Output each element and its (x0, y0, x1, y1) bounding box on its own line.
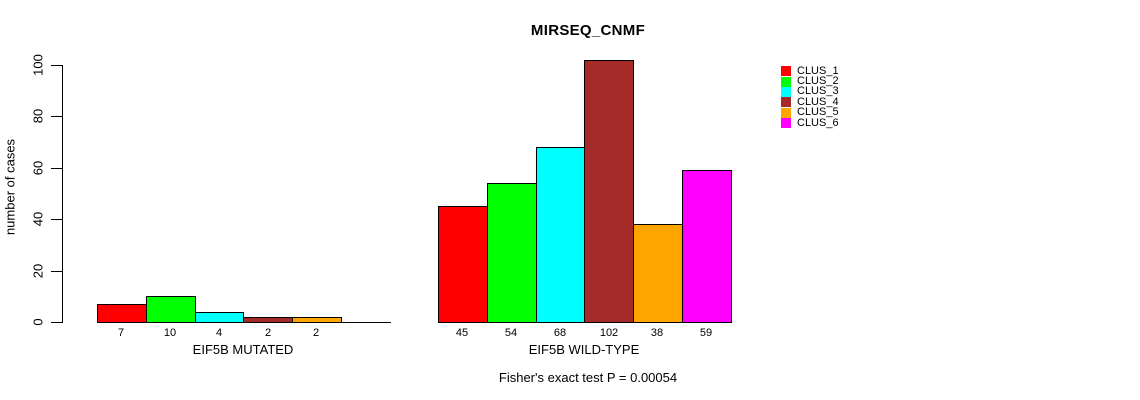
bar-value-label: 7 (117, 327, 125, 339)
legend-item-clus_3: CLUS_3 (781, 85, 839, 98)
bar-value-label: 38 (650, 327, 664, 339)
legend-item-clus_4: CLUS_4 (781, 95, 839, 108)
bar-clus_5 (633, 224, 683, 323)
y-axis-tick-label: 0 (30, 318, 46, 326)
bar-value-label: 4 (215, 327, 223, 339)
legend: CLUS_1 CLUS_2 CLUS_3 CLUS_4 CLUS_5 CLUS_6 (781, 64, 839, 129)
y-axis-tick (51, 168, 62, 169)
bar-value-label: 2 (264, 327, 272, 339)
legend-label: CLUS_2 (797, 75, 839, 88)
group-label: EIF5B MUTATED (192, 342, 294, 357)
bar-clus_1 (97, 304, 147, 323)
y-axis-tick (51, 116, 62, 117)
y-axis-tick-label: 40 (30, 211, 46, 227)
bar-clus_1 (438, 206, 488, 323)
legend-label: CLUS_5 (797, 106, 839, 119)
legend-swatch-clus_2 (781, 76, 791, 87)
legend-swatch-clus_6 (781, 118, 791, 129)
y-axis-tick (51, 65, 62, 66)
legend-label: CLUS_6 (797, 116, 839, 129)
group-label: EIF5B WILD-TYPE (528, 342, 640, 357)
bar-clus_4 (243, 317, 293, 323)
legend-label: CLUS_1 (797, 64, 839, 77)
bar-value-label: 68 (553, 327, 567, 339)
legend-item-clus_1: CLUS_1 (781, 64, 839, 77)
legend-label: CLUS_4 (797, 95, 839, 108)
bar-clus_2 (146, 296, 196, 323)
legend-swatch-clus_3 (781, 86, 791, 97)
legend-swatch-clus_4 (781, 97, 791, 108)
chart-title: MIRSEQ_CNMF (530, 22, 646, 39)
y-axis-line (62, 65, 63, 323)
bar-value-label: 2 (312, 327, 320, 339)
bar-value-label: 10 (163, 327, 177, 339)
bar-value-label: 45 (455, 327, 469, 339)
bar-clus_3 (536, 147, 585, 323)
y-axis-label: number of cases (2, 138, 18, 236)
legend-swatch-clus_1 (781, 66, 791, 77)
bar-clus_4 (584, 60, 634, 323)
fisher-test-annotation: Fisher's exact test P = 0.00054 (498, 370, 678, 385)
bar-clus_6 (682, 170, 732, 323)
y-axis-tick-label: 100 (30, 54, 46, 76)
y-axis-tick-label: 60 (30, 160, 46, 176)
bar-clus_6-zero (341, 322, 391, 323)
legend-item-clus_5: CLUS_5 (781, 106, 839, 119)
y-axis-tick (51, 219, 62, 220)
legend-swatch-clus_5 (781, 107, 791, 118)
legend-item-clus_2: CLUS_2 (781, 75, 839, 88)
bar-value-label: 102 (599, 327, 619, 339)
legend-label: CLUS_3 (797, 85, 839, 98)
bar-clus_2 (487, 183, 537, 323)
y-axis-tick (51, 322, 62, 323)
y-axis-tick-label: 80 (30, 108, 46, 124)
legend-item-clus_6: CLUS_6 (781, 116, 839, 129)
bar-value-label: 59 (699, 327, 713, 339)
bar-clus_5 (292, 317, 342, 323)
y-axis-tick-label: 20 (30, 263, 46, 279)
y-axis-tick (51, 271, 62, 272)
bar-clus_3 (195, 312, 244, 323)
bar-value-label: 54 (504, 327, 518, 339)
